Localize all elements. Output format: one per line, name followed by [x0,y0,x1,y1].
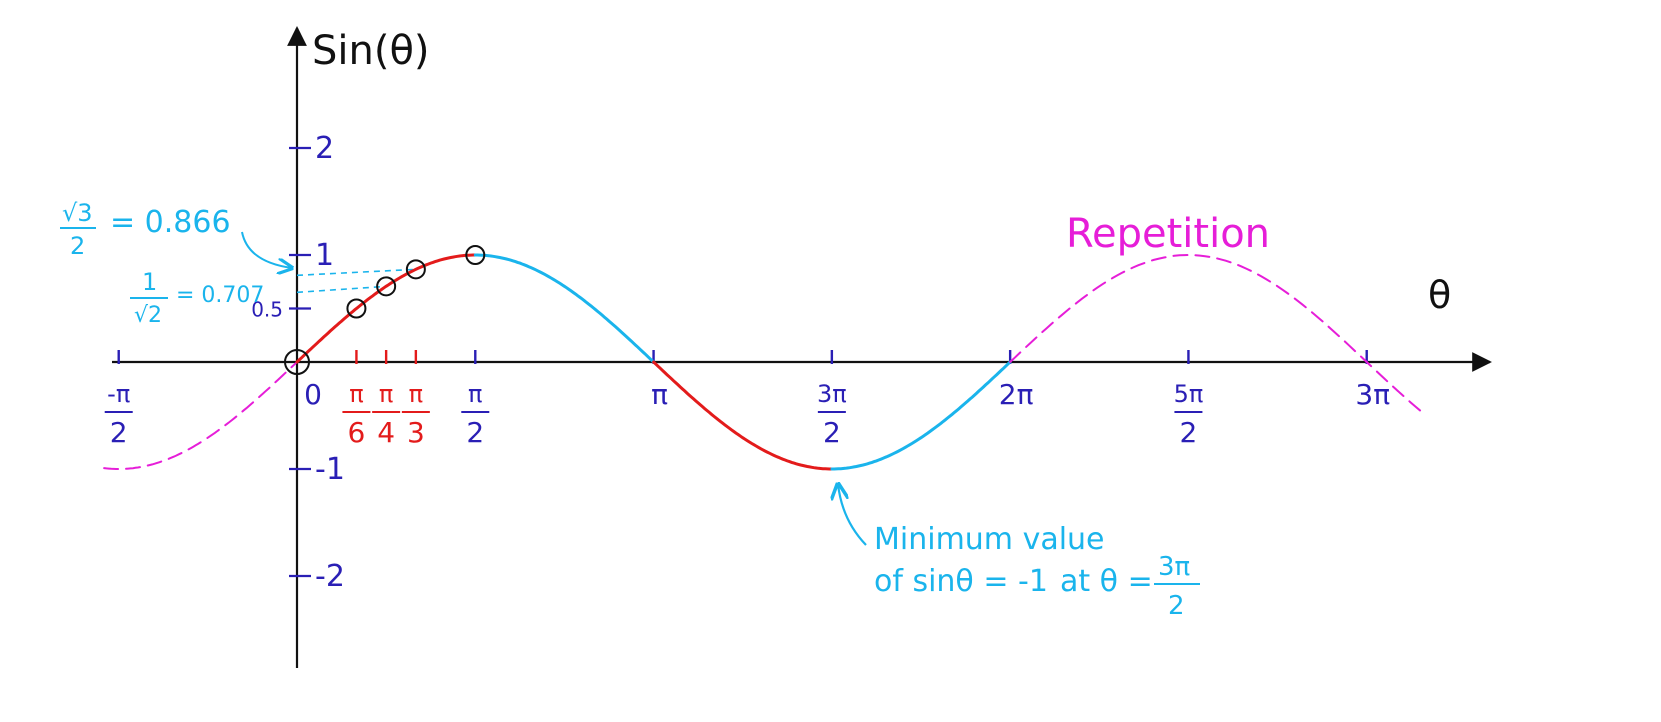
y-axis-label: Sin(θ) [312,28,430,74]
x-tick-label: 2π [999,378,1034,411]
sqrt3-numerator: √3 [62,199,93,227]
marked-point [346,298,367,319]
x-tick-label-denominator: 2 [823,416,841,449]
y-tick-label: -2 [315,559,345,594]
x-tick-label: 3π [1355,378,1390,411]
sine-segment [830,360,1012,471]
marked-points [284,245,486,375]
inv-sqrt2-value: = 0.707 [176,283,264,308]
x-tick-label-denominator: 2 [1180,416,1198,449]
y-tick-label: 0.5 [251,298,283,322]
annotation-one-over-sqrt2: 1 √2 = 0.707 [130,268,264,328]
x-tick-label-numerator: 5π [1174,380,1204,408]
y-tick-label: 2 [315,131,334,166]
x-tick-label-numerator: π [409,380,423,408]
x-tick-label-numerator: -π [107,380,130,408]
sine-segment [652,360,834,471]
x-tick-label-numerator: π [379,380,393,408]
inv-sqrt2-numerator: 1 [142,268,157,296]
annotation-sqrt3-over-2: √3 2 = 0.866 [60,199,292,268]
sine-segment [295,253,477,364]
sine-curve [103,253,1422,471]
minimum-line1: Minimum value [874,522,1105,557]
marked-point [465,245,486,265]
y-ticks: 2 1 0.5 -1 -2 [251,131,345,594]
x-tick-label-denominator: 2 [110,416,128,449]
reference-lines [296,268,416,294]
sine-segment [1009,253,1422,412]
minimum-line2-b: at θ = [1060,564,1153,599]
annotation-minimum-value: Minimum value of sinθ = -1 at θ = 3π 2 [838,484,1200,621]
marked-point [284,349,310,375]
x-tick-label: π [651,378,668,411]
minimum-frac-den: 2 [1168,591,1185,621]
marked-point [405,259,426,280]
x-tick-label-numerator: π [468,380,482,408]
minimum-frac-num: 3π [1158,552,1190,582]
x-axis-label: θ [1428,273,1451,317]
x-tick-label-numerator: 3π [817,380,847,408]
x-tick-label-numerator: π [349,380,363,408]
x-tick-label-denominator: 2 [466,416,484,449]
y-tick-label: 1 [315,238,334,273]
y-tick-label: -1 [315,452,345,487]
inv-sqrt2-denominator: √2 [134,303,162,328]
minimum-line2-a: of sinθ = -1 [874,564,1048,599]
x-tick-label-denominator: 6 [348,416,366,449]
marked-point [376,276,397,297]
reference-line [296,268,416,277]
x-tick-label: 0 [304,378,322,411]
sqrt3-denominator: 2 [70,232,85,260]
repetition-label: Repetition [1066,211,1270,257]
minimum-pointer-arrow [838,484,867,546]
x-tick-label-denominator: 4 [377,416,395,449]
x-tick-label-denominator: 3 [407,416,425,449]
sine-segment [103,361,298,470]
sqrt3-pointer-arrow [241,231,292,268]
reference-line [296,285,387,294]
sine-segment [473,253,656,364]
sqrt3-value: = 0.866 [110,205,231,240]
